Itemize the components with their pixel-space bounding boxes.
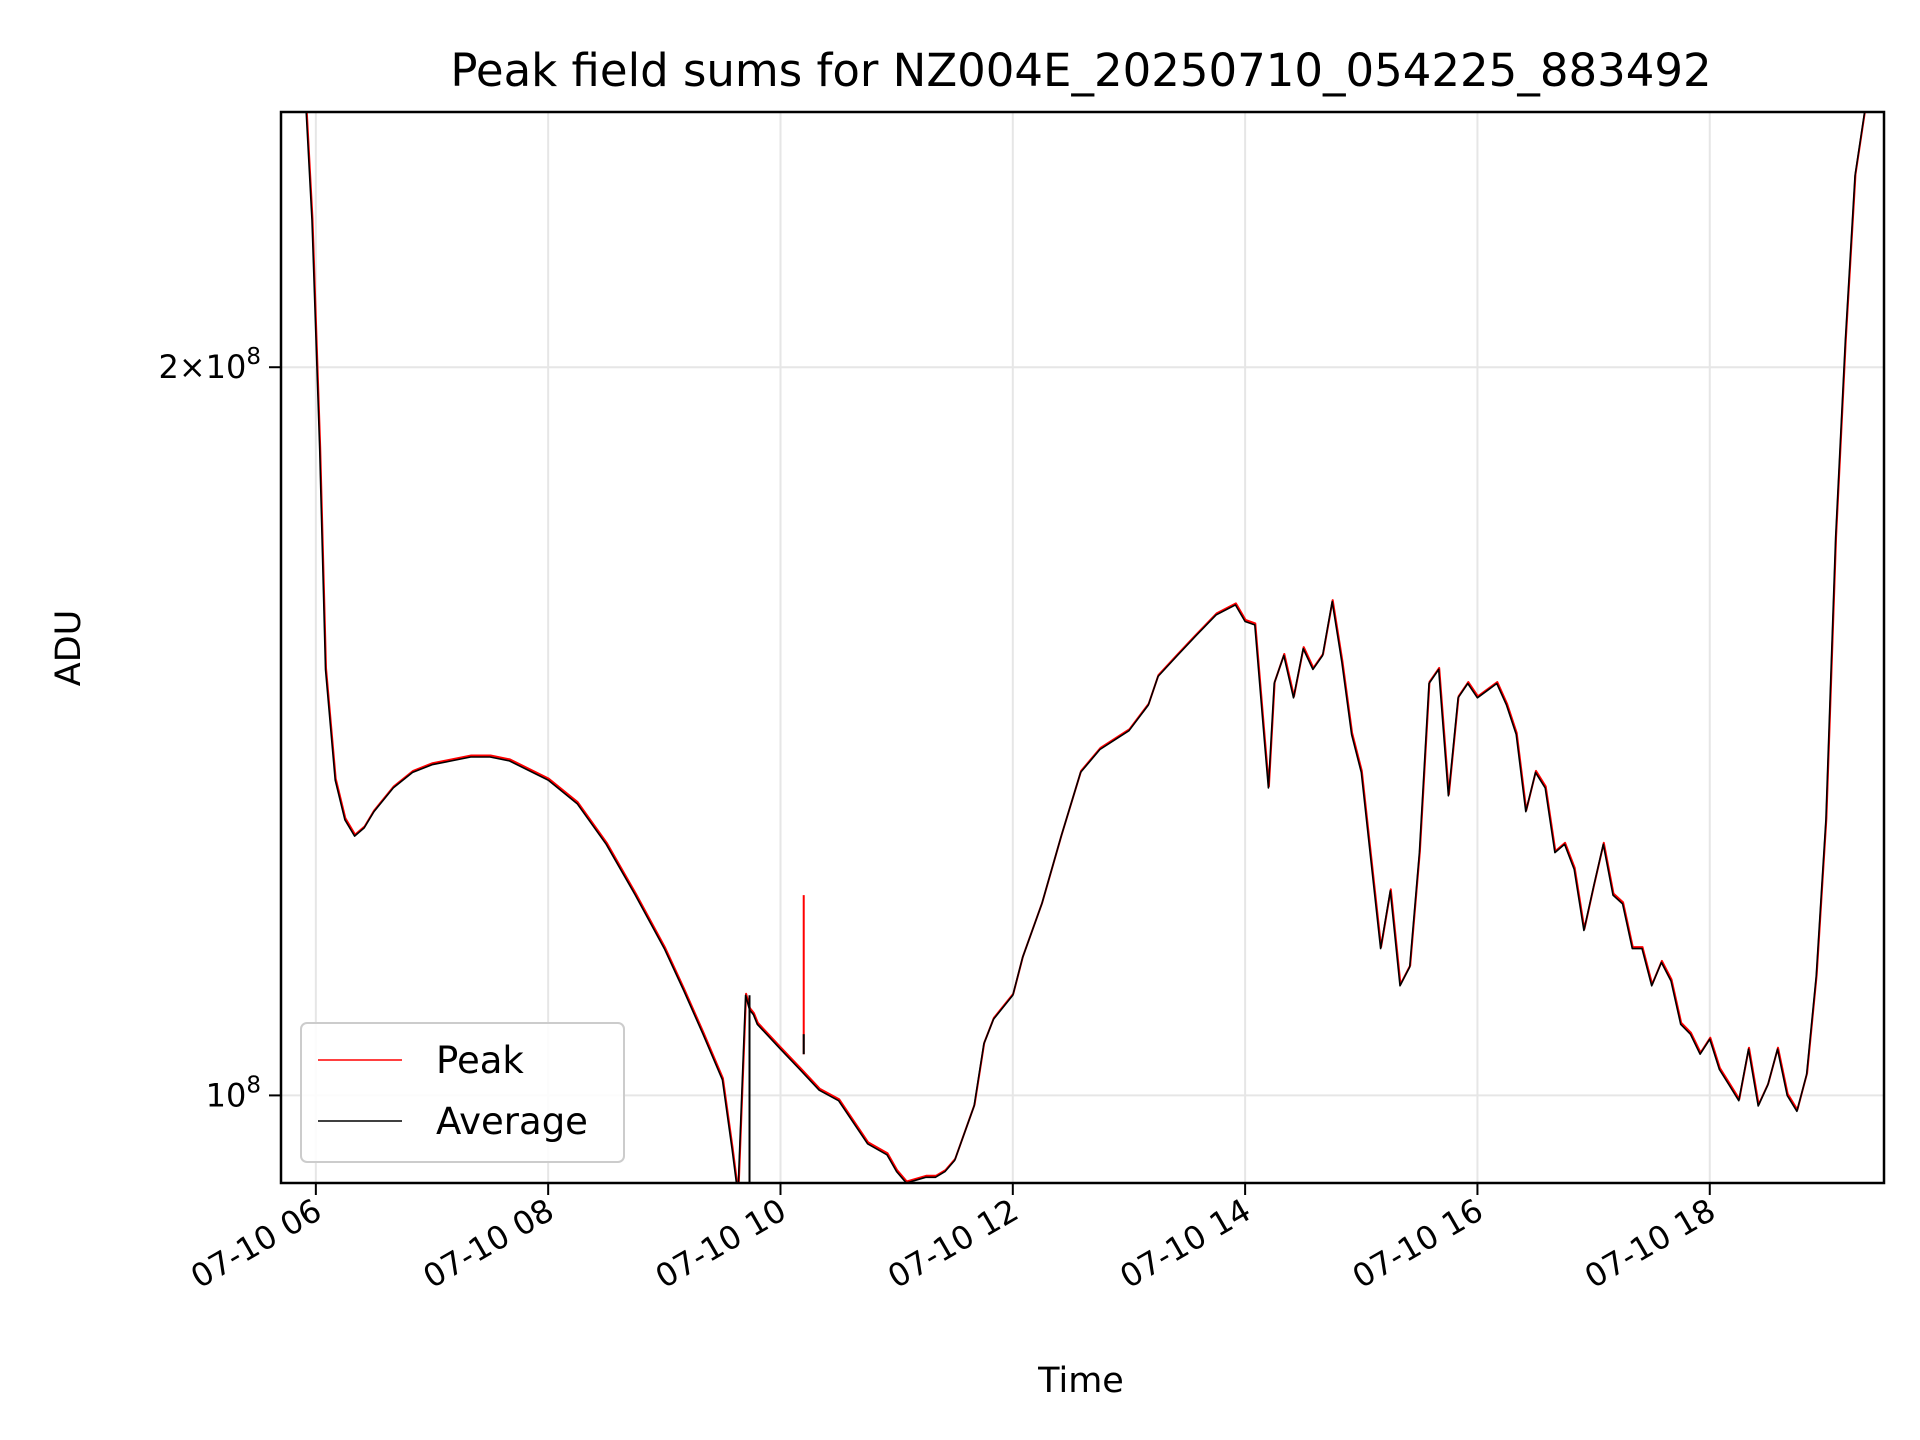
series-layer [305,112,1875,1183]
legend: Peak Average [300,1022,625,1163]
legend-box [300,1022,625,1163]
y-axis: 2×108 108 [158,344,281,1114]
legend-label-average: Average [436,1100,588,1143]
y-axis-label: ADU [49,610,89,687]
chart-title: Peak field sums for NZ004E_20250710_0542… [450,44,1711,97]
plot-frame [279,110,1886,1185]
y-tick-label: 108 [206,1072,261,1114]
legend-label-peak: Peak [436,1039,524,1082]
y-tick-label: 2×108 [158,344,261,386]
x-axis-label: Time [1037,1361,1124,1401]
series-line-average [305,112,1875,1183]
